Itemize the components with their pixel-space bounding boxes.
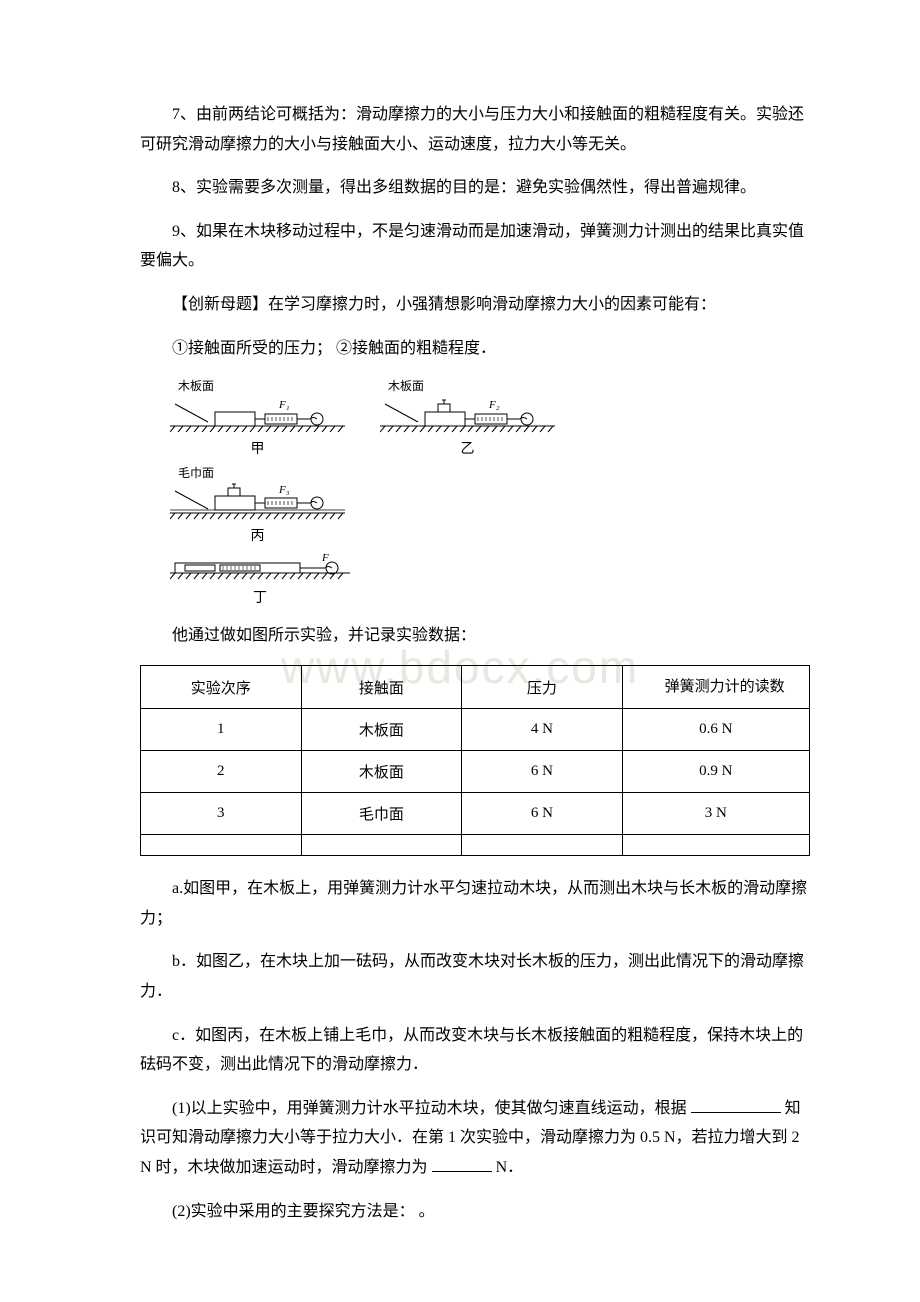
diagram-bing-bottom-label: 丙 xyxy=(251,525,265,545)
diagram-bing: 毛巾面 F₃ xyxy=(170,464,345,545)
diagram-jia-svg: F₁ xyxy=(170,396,345,434)
diagram-jia-top-label: 木板面 xyxy=(178,377,214,394)
table-header-1: 实验次序 xyxy=(141,665,302,709)
diagram-yi-force: F₂ xyxy=(488,399,500,411)
q1-blank-1 xyxy=(691,1097,781,1113)
paragraph-b: b．如图乙，在木块上加一砝码，从而改变木块对长木板的压力，测出此情况下的滑动摩擦… xyxy=(140,947,810,1006)
diagram-ding-bottom-label: 丁 xyxy=(253,587,267,607)
table-header-3: 压力 xyxy=(462,665,623,709)
paragraph-factors: ①接触面所受的压力； ②接触面的粗糙程度． xyxy=(140,334,810,364)
q1-text-a: (1)以上实验中，用弹簧测力计水平拉动木块，使其做匀速直线运动，根据 xyxy=(172,1100,687,1117)
diagram-yi-svg: F₂ xyxy=(380,396,555,434)
q1-blank-2 xyxy=(432,1156,492,1172)
diagram-block: 木板面 F₁ 甲 xyxy=(170,377,810,607)
table-cell: 3 xyxy=(141,793,302,835)
table-cell: 2 xyxy=(141,751,302,793)
diagram-jia-force: F₁ xyxy=(278,399,290,411)
table-cell: 0.9 N xyxy=(622,751,809,793)
question-1: (1)以上实验中，用弹簧测力计水平拉动木块，使其做匀速直线运动，根据 知识可知滑… xyxy=(140,1094,810,1183)
table-cell: 木板面 xyxy=(301,709,462,751)
table-cell: 1 xyxy=(141,709,302,751)
table-cell: 0.6 N xyxy=(622,709,809,751)
table-cell: 毛巾面 xyxy=(301,793,462,835)
experiment-data-table: 实验次序 接触面 压力 弹簧测力计的读数 1 木板面 4 N 0.6 N 2 木… xyxy=(140,665,810,857)
diagram-bing-svg: F₃ xyxy=(170,483,345,521)
table-cell: 6 N xyxy=(462,751,623,793)
table-row xyxy=(141,835,810,856)
document-content: 7、由前两结论可概括为：滑动摩擦力的大小与压力大小和接触面的粗糙程度有关。实验还… xyxy=(140,100,810,1226)
table-cell xyxy=(141,835,302,856)
diagram-jia: 木板面 F₁ 甲 xyxy=(170,377,345,458)
diagram-row-1: 木板面 F₁ 甲 xyxy=(170,377,810,458)
paragraph-a: a.如图甲，在木板上，用弹簧测力计水平匀速拉动木块，从而测出木块与长木板的滑动摩… xyxy=(140,874,810,933)
diagram-bing-force: F₃ xyxy=(278,484,290,496)
table-cell xyxy=(301,835,462,856)
table-cell: 4 N xyxy=(462,709,623,751)
table-row: 2 木板面 6 N 0.9 N xyxy=(141,751,810,793)
table-cell xyxy=(462,835,623,856)
paragraph-intro: 【创新母题】在学习摩擦力时，小强猜想影响滑动摩擦力大小的因素可能有： xyxy=(140,290,810,320)
diagram-yi-top-label: 木板面 xyxy=(388,377,424,394)
diagram-ding-svg: F xyxy=(170,551,350,583)
table-row: 3 毛巾面 6 N 3 N xyxy=(141,793,810,835)
diagram-row-3: F 丁 xyxy=(170,551,810,607)
table-header-row: 实验次序 接触面 压力 弹簧测力计的读数 xyxy=(141,665,810,709)
table-cell: 3 N xyxy=(622,793,809,835)
table-header-4: 弹簧测力计的读数 xyxy=(622,665,809,709)
question-2: (2)实验中采用的主要探究方法是： 。 xyxy=(140,1197,810,1227)
table-cell: 木板面 xyxy=(301,751,462,793)
paragraph-c: c．如图丙，在木板上铺上毛巾，从而改变木块与长木板接触面的粗糙程度，保持木块上的… xyxy=(140,1021,810,1080)
table-row: 1 木板面 4 N 0.6 N xyxy=(141,709,810,751)
table-header-2: 接触面 xyxy=(301,665,462,709)
diagram-row-2: 毛巾面 F₃ xyxy=(170,464,810,545)
diagram-jia-bottom-label: 甲 xyxy=(251,438,265,458)
diagram-yi: 木板面 F₂ xyxy=(380,377,555,458)
table-cell: 6 N xyxy=(462,793,623,835)
diagram-yi-bottom-label: 乙 xyxy=(461,438,475,458)
paragraph-8: 8、实验需要多次测量，得出多组数据的目的是：避免实验偶然性，得出普遍规律。 xyxy=(140,173,810,203)
table-cell xyxy=(622,835,809,856)
diagram-ding: F 丁 xyxy=(170,551,350,607)
diagram-bing-top-label: 毛巾面 xyxy=(178,464,214,481)
paragraph-7: 7、由前两结论可概括为：滑动摩擦力的大小与压力大小和接触面的粗糙程度有关。实验还… xyxy=(140,100,810,159)
q1-text-c: N． xyxy=(496,1159,524,1176)
paragraph-9: 9、如果在木块移动过程中，不是匀速滑动而是加速滑动，弹簧测力计测出的结果比真实值… xyxy=(140,217,810,276)
diagram-ding-force: F xyxy=(321,552,329,564)
paragraph-table-intro: 他通过做如图所示实验，并记录实验数据： xyxy=(140,621,810,651)
